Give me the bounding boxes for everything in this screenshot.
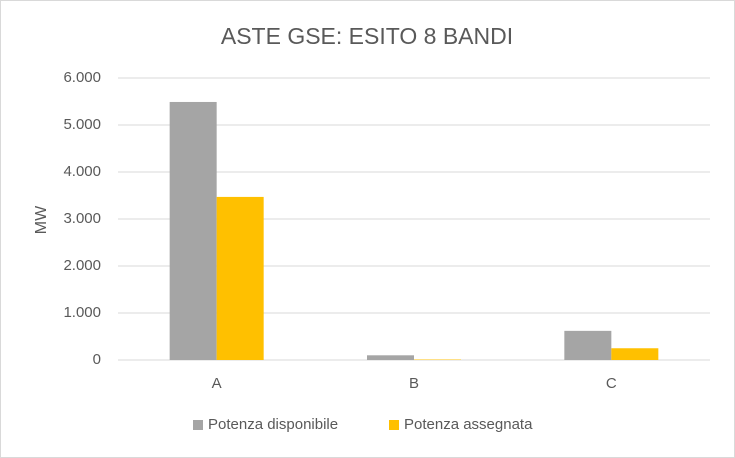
legend-swatch — [193, 420, 203, 430]
chart-title: ASTE GSE: ESITO 8 BANDI — [221, 23, 513, 49]
bar — [564, 330, 612, 360]
bar — [611, 348, 659, 360]
y-axis-title: MW — [33, 205, 50, 234]
legend-swatch — [389, 420, 399, 430]
legend-label: Potenza assegnata — [404, 416, 533, 433]
y-tick-label: 4.000 — [63, 163, 101, 180]
y-tick-label: 2.000 — [63, 257, 101, 274]
y-tick-label: 5.000 — [63, 116, 101, 133]
x-tick-label: C — [606, 375, 617, 392]
bar — [367, 355, 414, 360]
y-tick-label: 1.000 — [63, 304, 101, 321]
y-tick-label: 0 — [93, 351, 101, 368]
y-tick-label: 6.000 — [63, 69, 101, 86]
bar — [216, 196, 264, 360]
y-tick-label: 3.000 — [63, 210, 101, 227]
bar — [169, 101, 217, 360]
x-tick-label: B — [409, 375, 419, 392]
x-tick-label: A — [212, 375, 222, 392]
legend-label: Potenza disponibile — [208, 416, 338, 433]
